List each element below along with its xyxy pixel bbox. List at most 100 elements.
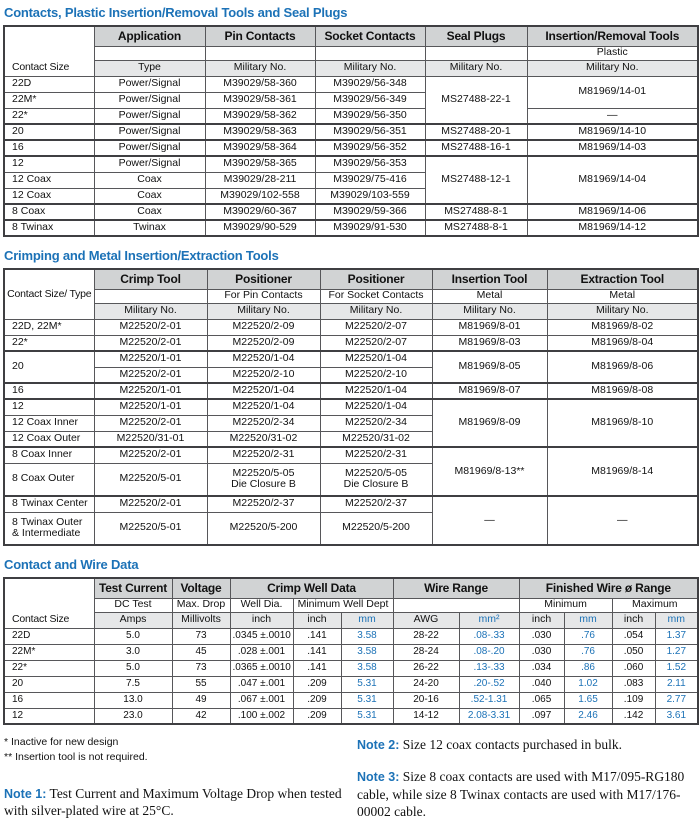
cell: 28-22	[392, 627, 460, 645]
cell: 20-16	[392, 691, 460, 709]
table-subheader-row: For Pin Contacts For Socket Contacts Met…	[4, 288, 699, 304]
table-row: 22* M22520/2-01 M22520/2-09 M22520/2-07 …	[3, 334, 699, 352]
cell: .060	[611, 659, 656, 677]
cell: .097	[518, 707, 565, 725]
cell: 26-22	[392, 659, 460, 677]
section-title-crimping: Crimping and Metal Insertion/Extraction …	[4, 248, 279, 263]
cell: M39029/90-529	[204, 219, 316, 237]
header-cell: Socket Contacts	[314, 25, 426, 47]
cell: M22520/2-07	[319, 318, 433, 336]
cell: MS27488-22-1	[424, 75, 528, 125]
cell: M81969/8-14	[546, 446, 699, 497]
cell: 8 Coax Inner	[3, 446, 95, 464]
table-row: 8 Twinax Twinax M39029/90-529 M39029/91-…	[3, 219, 699, 237]
table-header-row: Contact Size/ Type Crimp Tool Positioner…	[3, 268, 699, 320]
cell: 8 Twinax	[3, 219, 95, 237]
header-cell: Insertion Tool	[431, 268, 548, 290]
cell: M81969/8-09	[431, 398, 548, 448]
cell: Coax	[93, 171, 206, 189]
note-3-label: Note 3:	[357, 770, 400, 785]
cell: M22520/1-04	[206, 398, 321, 416]
header-cell	[204, 45, 316, 61]
header-cell: inch	[611, 611, 656, 629]
table-row: 22D Power/Signal M39029/58-360 M39029/56…	[3, 75, 699, 125]
cell: M39029/56-352	[314, 139, 426, 157]
note-2: Note 2: Size 12 coax contacts purchased …	[357, 736, 697, 753]
cell: M39029/56-349	[314, 91, 426, 109]
cell: 22D, 22M*	[3, 318, 95, 336]
footnote-asterisk: * Inactive for new design	[4, 736, 119, 748]
cell: .08-.33	[458, 627, 520, 645]
cell: 12 Coax Outer	[3, 430, 95, 448]
crimping-table: Contact Size/ Type Crimp Tool Positioner…	[3, 268, 699, 546]
notes-section: * Inactive for new design ** Insertion t…	[3, 736, 697, 820]
cell: 5.31	[340, 707, 394, 725]
notes-right-column: Note 2: Size 12 coax contacts purchased …	[357, 736, 697, 820]
cell: .76	[563, 643, 613, 661]
header-cell: Minimum Well Dept	[292, 597, 394, 613]
cell: M39029/56-353	[314, 155, 426, 173]
cell: M22520/1-01	[93, 350, 208, 368]
note-1-label: Note 1:	[4, 787, 47, 801]
header-cell: Insertion/Removal Tools	[526, 25, 699, 47]
cell: M22520/31-01	[93, 430, 208, 448]
table-row: 20 Power/Signal M39029/58-363 M39029/56-…	[3, 123, 699, 141]
cell: 20	[3, 123, 95, 141]
table-row: 22* Power/Signal M39029/58-362 M39029/56…	[3, 107, 699, 125]
cell: M22520/2-10	[319, 366, 433, 384]
cell: M39029/58-364	[204, 139, 316, 157]
header-cell: Max. Drop	[171, 597, 231, 613]
cell: 1.65	[563, 691, 613, 709]
cell: .028 ±.001	[229, 643, 294, 661]
cell: M22520/5-01	[93, 462, 208, 497]
cell: M22520/5-200	[319, 511, 433, 546]
table-row: 22M* Power/Signal M39029/58-361 M39029/5…	[3, 91, 698, 109]
cell: M81969/8-05	[431, 350, 548, 384]
cell: Coax	[93, 187, 206, 205]
cell: 8 Coax	[3, 203, 95, 221]
table-row: 12 Power/Signal M39029/58-365 M39029/56-…	[3, 155, 699, 205]
cell: M39029/75-416	[314, 171, 426, 189]
table-row: 8 Twinax Outer & Intermediate M22520/5-01…	[3, 511, 698, 546]
cell: 3.58	[340, 627, 394, 645]
cell: M22520/2-01	[93, 334, 208, 352]
header-cell: mm	[340, 611, 394, 629]
header-cell: Crimp Well Data	[229, 577, 394, 599]
contacts-table: Contact Size Application Pin Contacts So…	[3, 25, 699, 237]
header-cell: mm	[563, 611, 613, 629]
note-1: Note 1: Test Current and Maximum Voltage…	[4, 785, 357, 820]
cell: 2.11	[654, 675, 699, 693]
header-cell: Military No.	[319, 302, 433, 320]
header-cell: AWG	[392, 611, 460, 629]
cell: M81969/14-03	[526, 139, 699, 157]
cell: .52-1.31	[458, 691, 520, 709]
cell: 14-12	[392, 707, 460, 725]
header-cell	[93, 288, 208, 304]
cell: M81969/8-08	[546, 382, 699, 400]
header-cell: Finished Wire ø Range	[518, 577, 699, 599]
table-row: 12 Coax Inner M22520/2-01 M22520/2-34 M2…	[3, 414, 698, 432]
cell: 3.58	[340, 659, 394, 677]
cell: .083	[611, 675, 656, 693]
cell: M81969/8-04	[546, 334, 699, 352]
cell: M81969/14-06	[526, 203, 699, 221]
cell: 5.31	[340, 675, 394, 693]
cell: 23.0	[93, 707, 173, 725]
cell: M22520/31-02	[319, 430, 433, 448]
header-cell	[392, 597, 520, 613]
notes-left-column: * Inactive for new design ** Insertion t…	[4, 736, 357, 820]
cell: 20	[3, 675, 95, 693]
header-cell: Wire Range	[392, 577, 520, 599]
cell: MS27488-20-1	[424, 123, 528, 141]
cell: M22520/5-01	[93, 511, 208, 546]
cell: 2.08-3.31	[458, 707, 520, 725]
table-row: 12 Coax Coax M39029/102-558 M39029/103-5…	[3, 187, 698, 205]
cell: M81969/8-13**	[431, 446, 548, 497]
cell: M22520/2-34	[319, 414, 433, 432]
cell: 13.0	[93, 691, 173, 709]
table-row: 22M* 3.0 45 .028 ±.001 .141 3.58 28-24 .…	[3, 643, 699, 661]
cell: 8 Twinax Outer & Intermediate	[3, 511, 95, 546]
cell: .209	[292, 707, 342, 725]
cell: M81969/14-01	[526, 75, 699, 109]
